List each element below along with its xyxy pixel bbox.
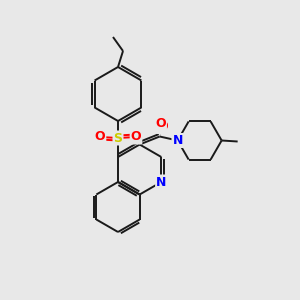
- Text: N: N: [156, 176, 166, 188]
- Text: S: S: [113, 131, 122, 145]
- Text: O: O: [157, 120, 168, 133]
- Text: O: O: [155, 117, 166, 130]
- Text: N: N: [172, 134, 183, 147]
- Text: O: O: [131, 130, 141, 143]
- Text: O: O: [95, 130, 105, 143]
